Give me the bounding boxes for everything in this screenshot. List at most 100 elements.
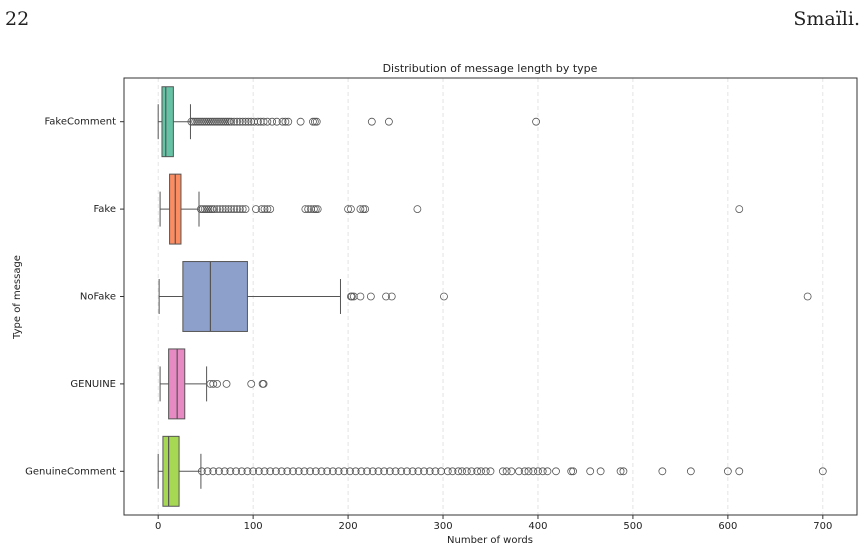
outlier (197, 117, 205, 126)
outlier (189, 117, 198, 126)
outlier (244, 117, 253, 126)
outlier (414, 467, 423, 476)
outlier (218, 205, 227, 214)
x-tick-label: 200 (339, 521, 358, 532)
outlier (243, 467, 252, 476)
outlier (735, 467, 744, 476)
outlier (257, 205, 266, 214)
outlier (498, 467, 507, 476)
outlier (481, 467, 490, 476)
author: Smaïli. (793, 8, 860, 30)
outlier (233, 117, 241, 126)
outlier (253, 117, 262, 126)
outlier (187, 117, 196, 126)
outlier (366, 292, 375, 301)
outlier (323, 467, 332, 476)
outlier (197, 205, 205, 214)
outlier (458, 467, 466, 476)
outlier (619, 467, 628, 476)
outlier (301, 205, 310, 214)
outlier (198, 205, 207, 214)
outlier (278, 117, 287, 126)
outlier (238, 205, 247, 214)
outlier (818, 467, 827, 476)
outlier (209, 379, 218, 388)
outlier (200, 205, 209, 214)
outlier (277, 467, 286, 476)
outlier (200, 117, 209, 126)
outlier (263, 205, 272, 214)
outlier (247, 379, 256, 388)
outlier (235, 205, 244, 214)
y-tick-label: FakeComment (44, 117, 116, 128)
outlier (448, 467, 457, 476)
outlier (368, 467, 377, 476)
outlier (241, 205, 250, 214)
outlier (309, 117, 317, 126)
outlier (304, 205, 313, 214)
outlier (391, 467, 400, 476)
outlier (210, 117, 219, 126)
box (161, 86, 174, 158)
outlier (387, 292, 396, 301)
outlier (259, 379, 268, 388)
outlier (385, 117, 393, 126)
outlier (195, 117, 203, 126)
outlier (507, 467, 516, 476)
outlier (221, 117, 230, 126)
outlier (596, 467, 605, 476)
outlier (385, 467, 394, 476)
outlier (543, 467, 552, 476)
outlier (300, 467, 309, 476)
outlier (486, 467, 495, 476)
outlier (212, 117, 220, 126)
outlier (532, 117, 540, 126)
outlier (284, 117, 293, 126)
outlier (203, 467, 212, 476)
outlier (356, 292, 365, 301)
outlier (209, 467, 218, 476)
x-tick-label: 500 (623, 521, 642, 532)
outlier (454, 467, 463, 476)
outlier (306, 467, 314, 476)
x-tick-label: 400 (528, 521, 547, 532)
outlier (193, 117, 202, 126)
outlier (263, 117, 272, 126)
outlier (443, 467, 452, 476)
outlier (215, 205, 224, 214)
outlier (294, 467, 303, 476)
outlier (477, 467, 485, 476)
box (182, 261, 248, 332)
outlier (420, 467, 428, 476)
outlier (413, 205, 422, 214)
outlier (586, 467, 595, 476)
outlier (310, 117, 319, 126)
outlier (252, 205, 260, 214)
outlier (208, 117, 217, 126)
outlier (241, 117, 250, 126)
outlier (569, 467, 578, 476)
outlier (204, 205, 213, 214)
outlier (268, 117, 277, 126)
outlier (502, 467, 511, 476)
outlier (296, 117, 305, 126)
outlier (340, 467, 349, 476)
outlier (312, 117, 321, 126)
outlier (214, 117, 222, 126)
outlier (347, 292, 356, 301)
outlier (317, 467, 326, 476)
outlier (202, 205, 211, 214)
outlier (346, 467, 354, 476)
outlier (520, 467, 529, 476)
outlier (313, 205, 322, 214)
outlier (529, 467, 538, 476)
y-axis-label: Type of message (12, 255, 23, 340)
outlier (254, 467, 263, 476)
outlier (357, 467, 366, 476)
outlier (440, 292, 448, 301)
outlier (220, 467, 229, 476)
outlier (567, 467, 576, 476)
outlier (538, 467, 547, 476)
